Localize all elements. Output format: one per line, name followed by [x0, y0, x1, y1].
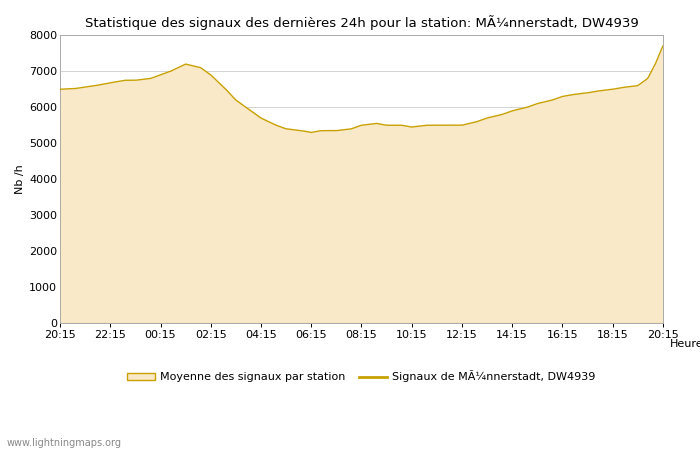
Legend: Moyenne des signaux par station, Signaux de MÃ¼nnerstadt, DW4939: Moyenne des signaux par station, Signaux…: [122, 366, 601, 387]
Y-axis label: Nb /h: Nb /h: [15, 164, 25, 194]
Text: www.lightningmaps.org: www.lightningmaps.org: [7, 438, 122, 448]
X-axis label: Heure: Heure: [670, 339, 700, 349]
Title: Statistique des signaux des dernières 24h pour la station: MÃ¼nnerstadt, DW4939: Statistique des signaux des dernières 24…: [85, 15, 638, 30]
